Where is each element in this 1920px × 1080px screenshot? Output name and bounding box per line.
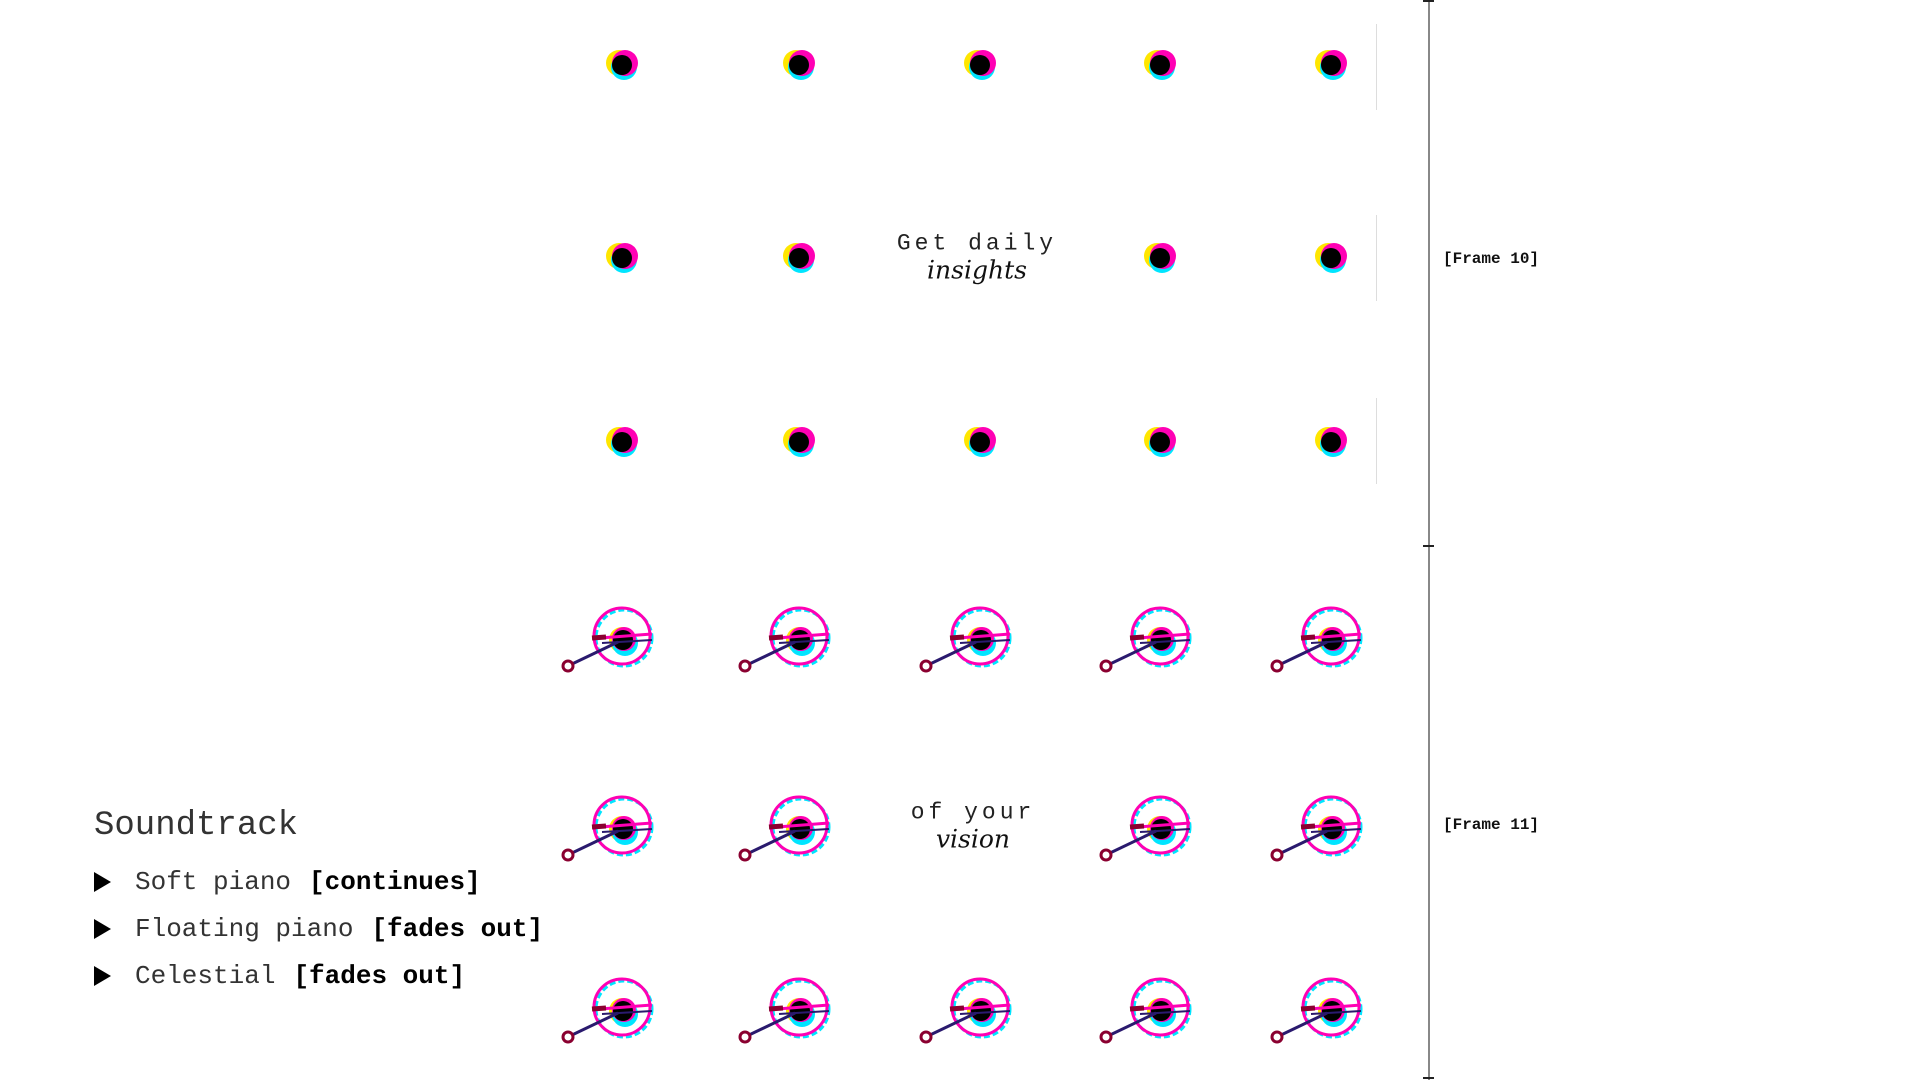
frame-edge xyxy=(1376,24,1377,110)
dot-icon xyxy=(910,5,1050,125)
frame-edge xyxy=(1376,398,1377,484)
dot-icon xyxy=(552,198,692,318)
dot-icon xyxy=(1261,382,1401,502)
dial-icon xyxy=(1261,951,1401,1071)
track-item[interactable]: Celestial [fades out] xyxy=(94,959,543,993)
track-name: Soft piano xyxy=(135,867,292,897)
dial-icon xyxy=(729,951,869,1071)
track-item[interactable]: Soft piano [continues] xyxy=(94,865,543,899)
timeline-tick xyxy=(1423,0,1434,2)
track-status: [fades out] xyxy=(293,961,466,991)
frame-edge xyxy=(1376,215,1377,301)
dial-icon xyxy=(1090,951,1230,1071)
dial-icon xyxy=(1261,769,1401,889)
dot-icon xyxy=(1090,382,1230,502)
dot-icon xyxy=(729,5,869,125)
dot-icon xyxy=(552,5,692,125)
dot-icon xyxy=(1090,5,1230,125)
dot-icon xyxy=(1261,5,1401,125)
dial-icon xyxy=(910,580,1050,700)
dial-icon xyxy=(1090,769,1230,889)
frame-10-label: [Frame 10] xyxy=(1443,250,1540,268)
frame-11-caption: of your vision xyxy=(873,799,1073,854)
dot-icon xyxy=(729,198,869,318)
caption-line-2: vision xyxy=(935,824,1011,854)
dial-icon xyxy=(910,951,1050,1071)
dial-icon xyxy=(552,769,692,889)
dot-icon xyxy=(910,382,1050,502)
play-icon[interactable] xyxy=(94,872,111,892)
dial-icon xyxy=(1261,580,1401,700)
frame-10-caption: Get daily insights xyxy=(877,230,1077,285)
track-name: Floating piano xyxy=(135,914,354,944)
dot-icon xyxy=(1090,198,1230,318)
dial-icon xyxy=(729,769,869,889)
timeline xyxy=(1428,0,1430,1080)
timeline-tick xyxy=(1423,545,1434,547)
soundtrack-title: Soundtrack xyxy=(94,807,299,845)
play-icon[interactable] xyxy=(94,919,111,939)
caption-line-2: insights xyxy=(927,255,1027,285)
dial-icon xyxy=(552,580,692,700)
dot-icon xyxy=(552,382,692,502)
dial-icon xyxy=(552,951,692,1071)
track-status: [continues] xyxy=(309,867,481,897)
timeline-tick xyxy=(1423,1077,1434,1079)
dial-icon xyxy=(729,580,869,700)
dot-icon xyxy=(1261,198,1401,318)
soundtrack-panel: Soundtrack Soft piano [continues] Floati… xyxy=(94,807,543,1006)
dial-icon xyxy=(1090,580,1230,700)
caption-line-1: of your xyxy=(910,799,1036,826)
caption-line-1: Get daily xyxy=(896,230,1058,257)
track-item[interactable]: Floating piano [fades out] xyxy=(94,912,543,946)
play-icon[interactable] xyxy=(94,966,111,986)
dot-icon xyxy=(729,382,869,502)
track-status: [fades out] xyxy=(371,914,544,944)
frame-11-label: [Frame 11] xyxy=(1443,816,1540,834)
track-name: Celestial xyxy=(135,961,276,991)
